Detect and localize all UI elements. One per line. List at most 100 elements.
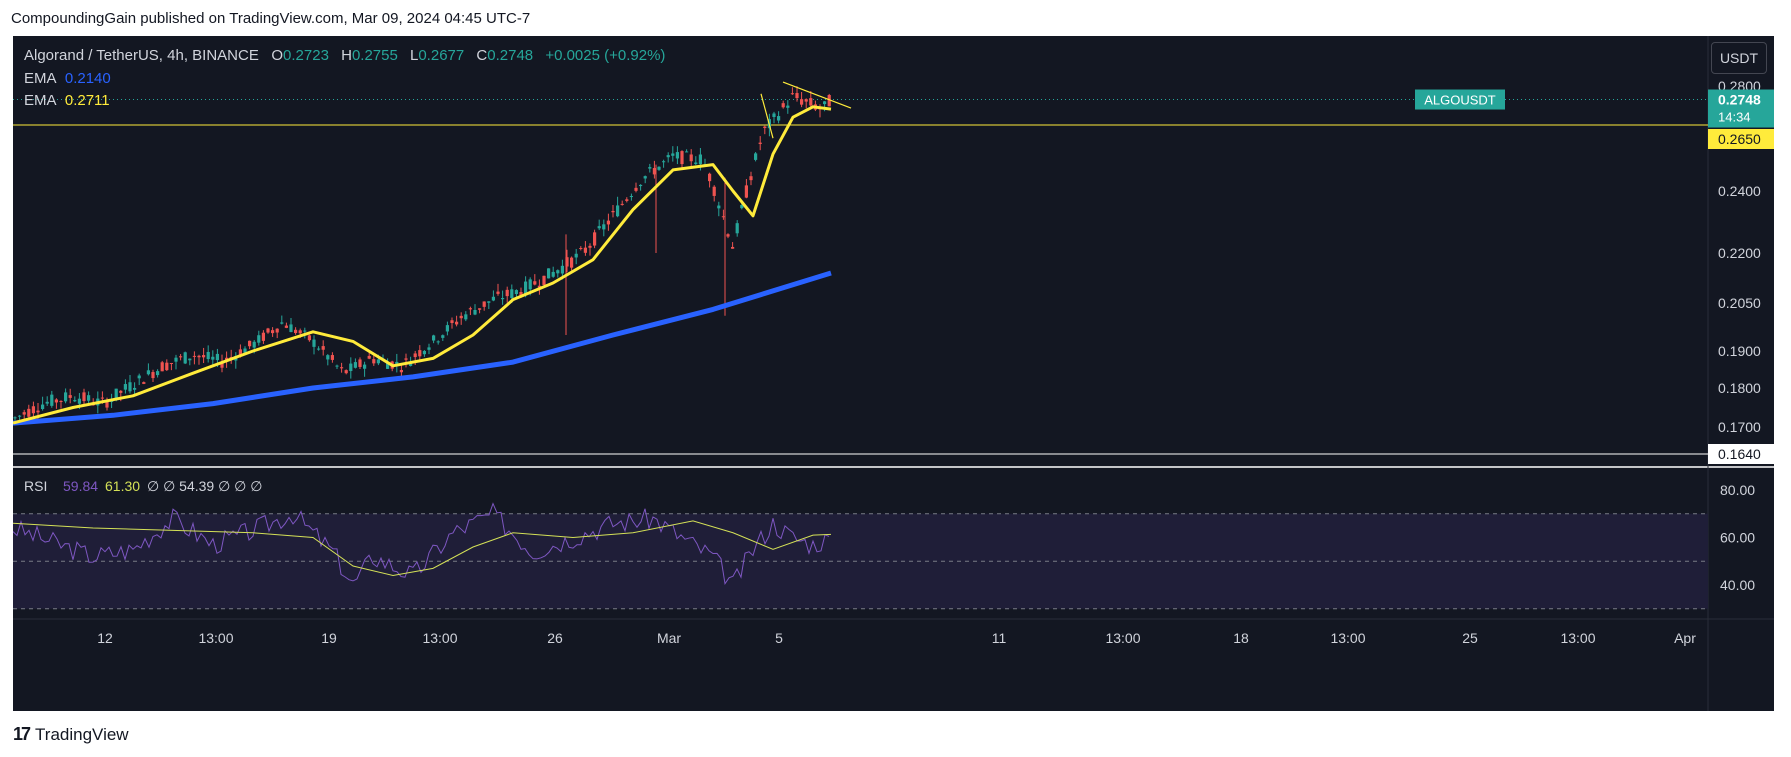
chart-frame[interactable]: 0.2800 0.2400 0.2200 0.2050 0.1900 0.1800 0.17… [12, 36, 1774, 711]
candle-body [478, 308, 482, 310]
candle-body [59, 400, 63, 402]
ema-fast-line [12, 105, 832, 425]
candle-body [142, 382, 146, 384]
candle-body [781, 103, 785, 108]
candle-body [712, 186, 716, 196]
candle-body [800, 99, 804, 105]
candle-body [491, 296, 495, 301]
candle-body [662, 161, 666, 163]
candle-body [758, 142, 762, 144]
candle-body [13, 417, 17, 419]
candle-body [450, 320, 454, 324]
candle-body [496, 291, 500, 294]
candle-body [648, 167, 652, 169]
candle-body [376, 359, 380, 364]
candle-body [528, 279, 532, 290]
candle-body [179, 356, 183, 358]
symbol-header: Algorand / TetherUS, 4h, BINANCE O0.2723… [24, 47, 673, 64]
time-tick-label: 13:00 [1330, 630, 1365, 646]
candle-body [505, 289, 509, 297]
time-tick-label: 12 [97, 630, 113, 646]
candle-body [294, 329, 298, 334]
candle-body [363, 364, 367, 369]
candle-body [643, 176, 647, 179]
candle-body [50, 394, 54, 406]
candle-body [413, 353, 417, 358]
time-tick-label: Mar [657, 630, 681, 646]
candle-body [211, 356, 215, 360]
candle-body [133, 387, 137, 390]
ema-label: EMA [24, 70, 57, 87]
candle-body [698, 154, 702, 165]
candle-body [620, 203, 624, 205]
candle-body [137, 375, 141, 379]
candle-body [192, 355, 196, 357]
candle-body [326, 355, 330, 360]
ema-value: 0.2140 [64, 70, 111, 87]
candle-body [671, 153, 675, 156]
candle-body [574, 253, 578, 258]
symbol-tag [1415, 89, 1505, 110]
candle-body [87, 395, 91, 401]
candle-body [349, 363, 353, 372]
candle-body [128, 382, 132, 392]
candle-body [772, 113, 776, 117]
chart-canvas[interactable]: 0.28000.24000.22000.20500.19000.18000.17… [12, 36, 1774, 711]
candle-body [156, 371, 160, 376]
ema-value: 0.2711 [64, 92, 110, 109]
candle-body [694, 162, 698, 165]
time-tick-label: 13:00 [1560, 630, 1595, 646]
candle-body [827, 94, 831, 107]
candle-body [358, 359, 362, 367]
candle-body [685, 151, 689, 153]
footer-brand[interactable]: 17 TradingView [13, 724, 129, 745]
candle-body [41, 404, 45, 410]
candle-body [593, 232, 597, 246]
time-tick-label: 13:00 [422, 630, 457, 646]
candle-body [804, 99, 808, 102]
candle-body [749, 176, 753, 181]
candle-body [537, 285, 541, 288]
candle-body [551, 271, 555, 277]
candle-body [105, 400, 109, 408]
candle-body [395, 361, 399, 366]
candle-body [27, 408, 31, 417]
symbol-title[interactable]: Algorand / TetherUS, 4h, BINANCE [24, 47, 259, 64]
rsi-legend-label: RSI [24, 478, 47, 494]
time-tick-label: 18 [1233, 630, 1249, 646]
candle-body [344, 370, 348, 374]
candle-body [809, 98, 813, 106]
rsi-tick-label: 40.00 [1720, 577, 1755, 593]
high-value: 0.2755 [351, 47, 398, 64]
candle-body [432, 335, 436, 341]
candle-body [220, 362, 224, 368]
candle-body [510, 289, 514, 298]
candle-body [611, 210, 615, 213]
candle-body [238, 349, 242, 357]
currency-unit-button[interactable]: USDT [1711, 42, 1767, 74]
candle-body [482, 301, 486, 307]
candle-body [298, 330, 302, 334]
time-tick-label: 5 [775, 630, 783, 646]
low-label: L [410, 47, 419, 64]
candle-body [514, 290, 518, 295]
price-tick-label: 0.2050 [1718, 295, 1761, 311]
candle-body [602, 224, 606, 230]
candle-body [427, 347, 431, 350]
candle-body [367, 355, 371, 359]
candle-body [312, 339, 316, 347]
rsi-ma-line [12, 520, 832, 577]
level-tag-low-value: 0.1640 [1718, 446, 1761, 462]
ema-slow-legend[interactable]: EMA 0.2140 [24, 70, 111, 87]
time-tick-label: Apr [1674, 630, 1696, 646]
candle-body [188, 358, 192, 361]
rsi-tick-label: 60.00 [1720, 530, 1755, 546]
candle-body [744, 185, 748, 198]
candle-body [202, 355, 206, 358]
candle-body [261, 332, 265, 341]
candle-body [353, 362, 357, 368]
price-tick-label: 0.2400 [1718, 183, 1761, 199]
close-label: C [476, 47, 488, 64]
high-label: H [341, 47, 352, 64]
ema-fast-legend[interactable]: EMA 0.2711 [24, 92, 110, 109]
